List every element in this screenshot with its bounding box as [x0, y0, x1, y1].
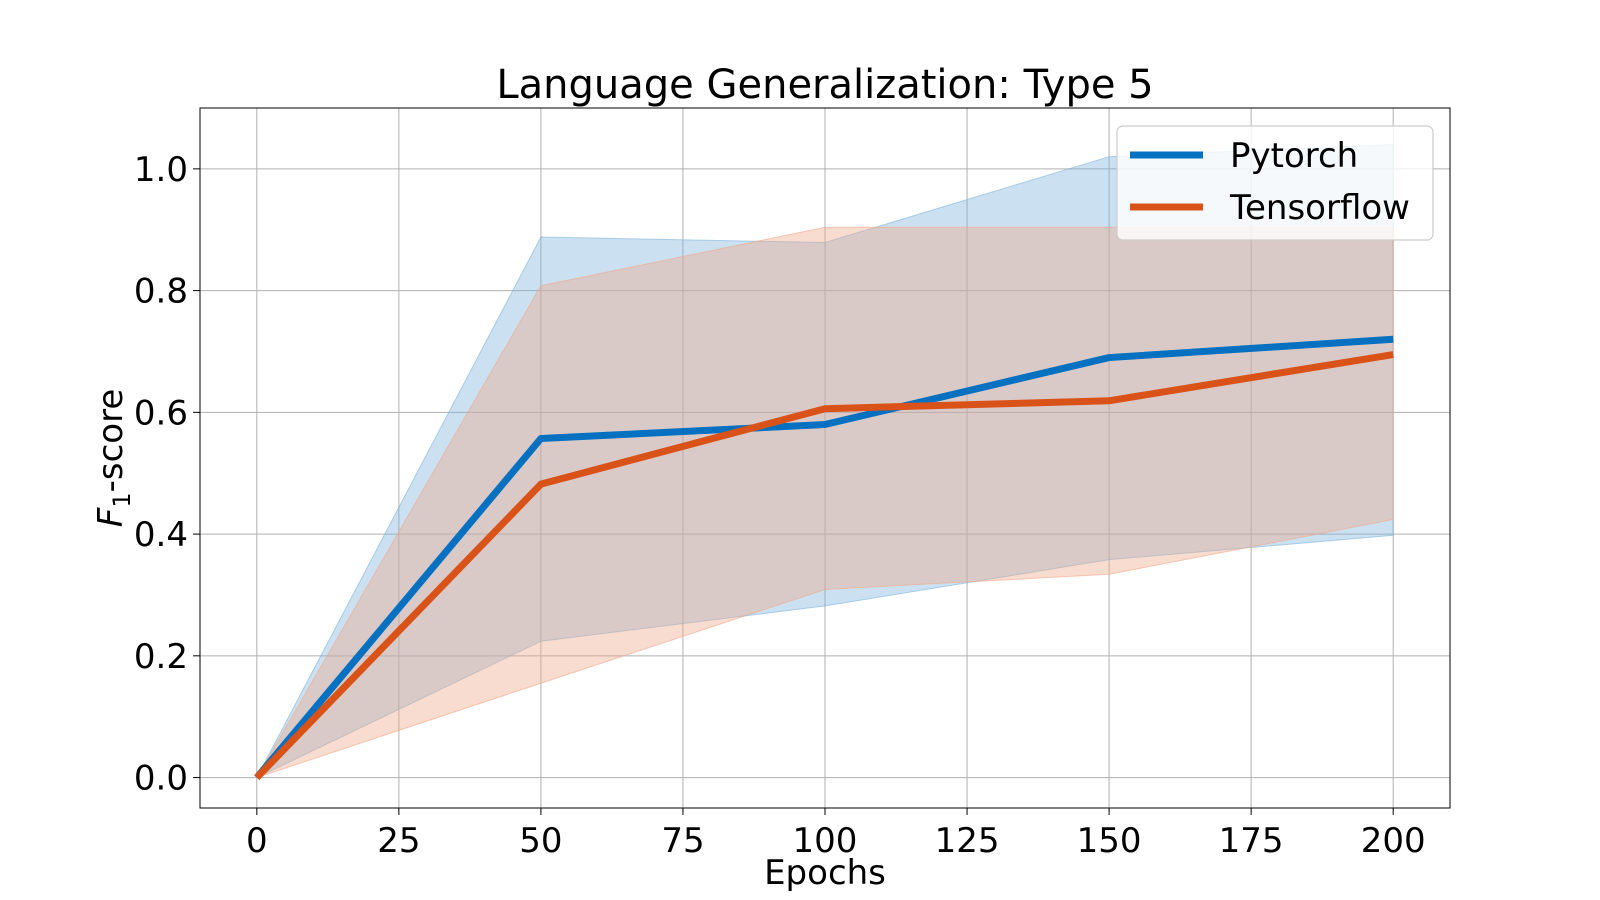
series-lines [254, 335, 1394, 780]
y-tick-label-1: 0.2 [134, 637, 188, 677]
y-axis-label: F1-score [91, 389, 136, 527]
y-axis-label-main: F [91, 507, 131, 527]
x-tick-label-150: 150 [1077, 821, 1142, 861]
legend-label-pytorch: Pytorch [1230, 136, 1358, 176]
y-tick-label-2: 0.4 [134, 515, 188, 555]
chart-title: Language Generalization: Type 5 [496, 62, 1153, 108]
legend: Pytorch Tensorflow [1116, 125, 1434, 241]
x-tick-label-175: 175 [1219, 821, 1284, 861]
x-tick-label-125: 125 [935, 821, 1000, 861]
y-tick-label-0: 0.0 [134, 759, 188, 799]
x-tick-label-100: 100 [793, 821, 858, 861]
x-tick-label-50: 50 [519, 821, 562, 861]
y-tick-label-3: 0.6 [134, 393, 188, 433]
y-tick-label-4: 0.8 [134, 272, 188, 312]
x-tick-label-0: 0 [246, 821, 268, 861]
band-tensorflow [255, 226, 1394, 779]
y-axis-label-suffix: -score [91, 389, 131, 493]
x-tick-label-200: 200 [1361, 821, 1426, 861]
x-tick-label-75: 75 [661, 821, 704, 861]
x-axis-label: Epochs [764, 853, 886, 893]
x-tick-label-25: 25 [377, 821, 420, 861]
y-axis-label-subscript: 1 [108, 492, 136, 507]
axis-ticks: 0 25 50 75 100 125 150 175 200 0.0 0.2 0.4 0.6 0.8 1.0 [134, 150, 1426, 861]
legend-label-tensorflow: Tensorflow [1229, 188, 1410, 228]
confidence-bands [255, 143, 1394, 779]
y-tick-label-5: 1.0 [134, 150, 188, 190]
